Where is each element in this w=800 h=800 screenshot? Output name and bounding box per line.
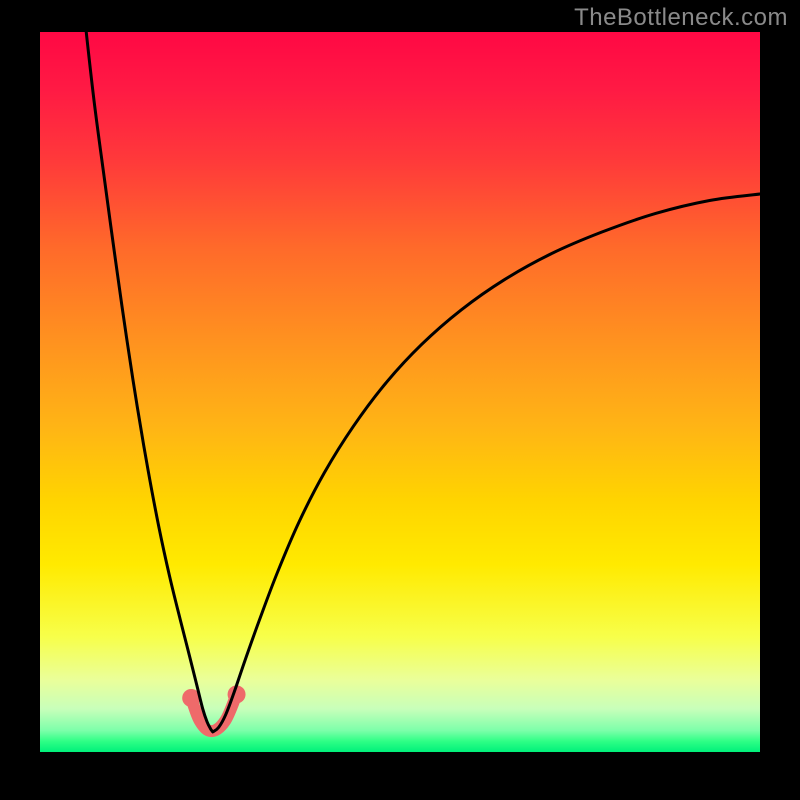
- watermark-text: TheBottleneck.com: [574, 4, 788, 32]
- gradient-background: [40, 32, 760, 752]
- bottleneck-chart: TheBottleneck.com: [0, 0, 800, 800]
- chart-svg: [0, 0, 800, 800]
